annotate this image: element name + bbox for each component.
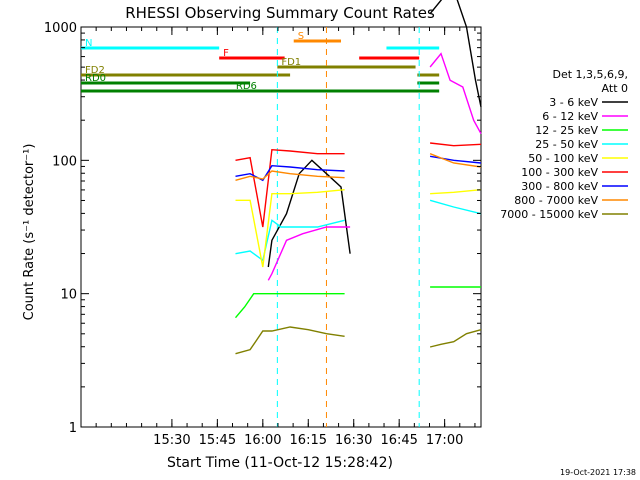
series-line-25-50keV <box>235 219 345 262</box>
series-line-100-300keV <box>235 148 345 228</box>
series-line-800-7000keV <box>235 170 345 181</box>
legend-entry-label: 7000 - 15000 keV <box>500 208 598 221</box>
flag-label-n: N <box>85 38 92 49</box>
x-tick-label: 15:45 <box>199 433 236 448</box>
series-line-6-12keV <box>429 52 482 135</box>
axes-layer: 1 10 100 1000 15:30 15:45 16:00 16:15 16:30 16:45… <box>44 21 481 448</box>
flag-label-rd6: RD6 <box>236 81 257 92</box>
y-tick-label: 1000 <box>44 21 77 36</box>
y-axis-label: Count Rate (s⁻¹ detector⁻¹) <box>22 144 37 321</box>
flag-label-s: S <box>298 31 304 42</box>
flag-label-f: F <box>223 48 229 59</box>
series-line-100-300keV <box>430 142 482 147</box>
legend-entry-label: 12 - 25 keV <box>535 124 598 137</box>
legend-entry-label: 6 - 12 keV <box>542 110 598 123</box>
x-tick-label: 16:30 <box>335 433 372 448</box>
series-layer <box>234 0 482 355</box>
flag-label-rd0: RD0 <box>85 73 106 84</box>
flag-label-fd2: FD2 <box>85 65 105 76</box>
legend-header-line-1: Det 1,3,5,6,9, <box>552 68 628 81</box>
plot-frame <box>80 26 482 428</box>
x-tick-label: 16:00 <box>244 433 281 448</box>
series-line-300-800keV <box>235 164 345 182</box>
series-line-300-800keV <box>429 155 482 164</box>
series-line-7000-15000keV <box>235 326 345 355</box>
generated-timestamp: 19-Oct-2021 17:38 <box>560 468 636 477</box>
series-line-800-7000keV <box>429 153 482 168</box>
x-tick-label: 16:45 <box>380 433 417 448</box>
series-line-25-50keV <box>429 199 482 215</box>
legend-entry-label: 300 - 800 keV <box>521 180 598 193</box>
y-tick-label: 100 <box>52 154 77 169</box>
legend-entry-label: 25 - 50 keV <box>535 138 598 151</box>
x-tick-label: 16:15 <box>290 433 327 448</box>
series-line-12-25keV <box>234 293 345 319</box>
legend-entry-label: 50 - 100 keV <box>528 152 598 165</box>
flag-label-fd1: FD1 <box>281 57 301 68</box>
series-line-50-100keV <box>430 189 482 195</box>
series-line-3-6keV <box>429 0 482 108</box>
series-line-3-6keV <box>267 159 351 268</box>
legend-entry-label: 800 - 7000 keV <box>514 194 598 207</box>
chart-title: RHESSI Observing Summary Count Rates <box>125 4 435 22</box>
x-axis-label: Start Time (11-Oct-12 15:28:42) <box>167 455 393 471</box>
legend-entry-label: 3 - 6 keV <box>549 96 598 109</box>
x-tick-label: 15:30 <box>153 433 190 448</box>
series-line-6-12keV <box>267 226 351 281</box>
legend-header-line-2: Att 0 <box>602 82 628 95</box>
series-line-7000-15000keV <box>429 329 482 348</box>
series-line-50-100keV <box>235 189 345 268</box>
y-tick-label: 1 <box>69 421 77 436</box>
x-tick-label: 17:00 <box>426 433 463 448</box>
legend-entry-label: 100 - 300 keV <box>521 166 598 179</box>
y-tick-label: 10 <box>60 288 77 303</box>
